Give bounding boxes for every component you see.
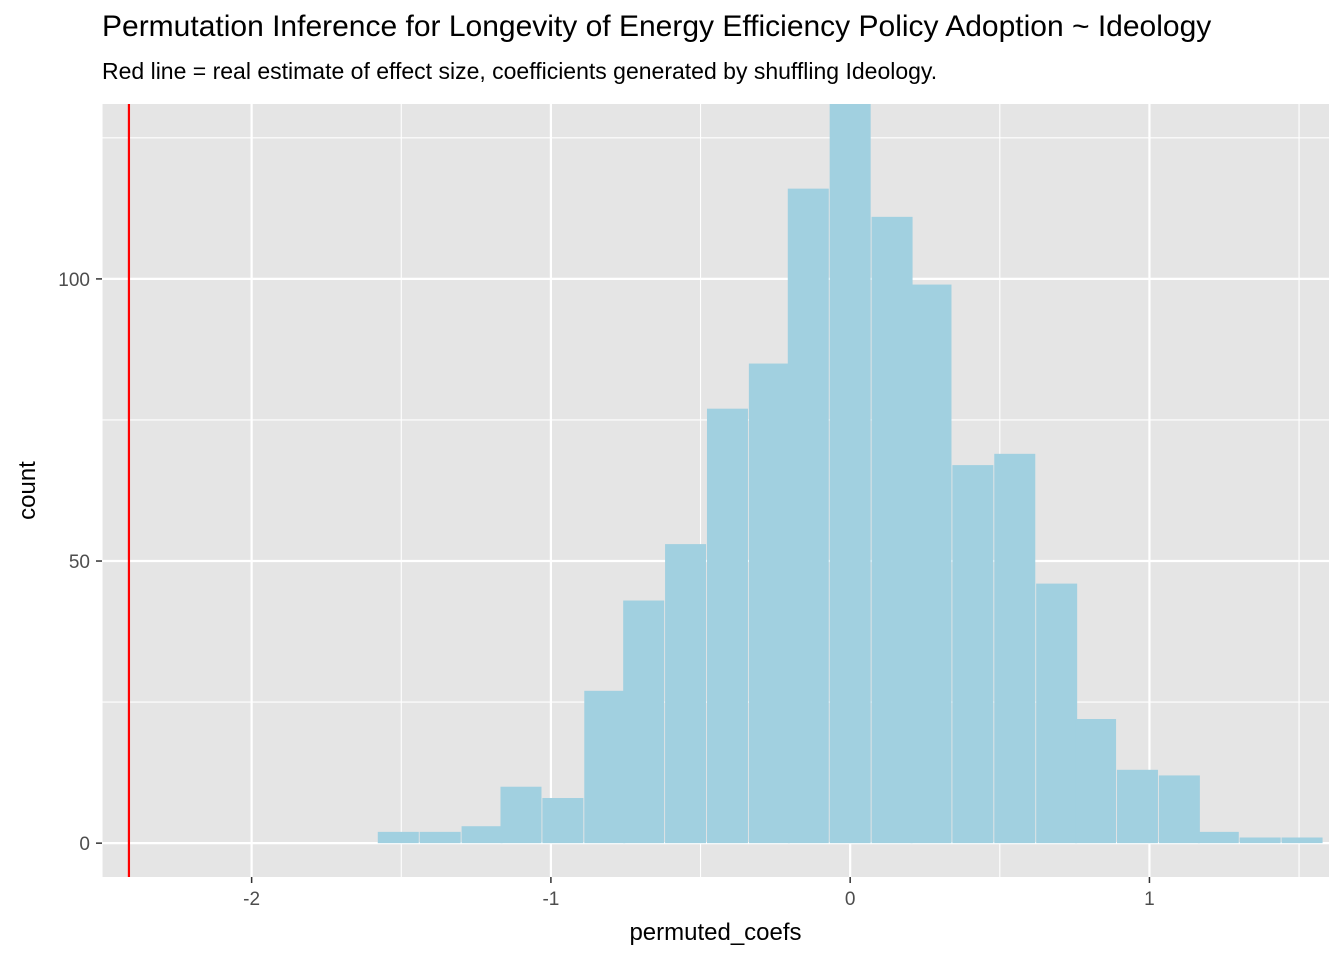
y-tick-label: 50 [69, 552, 90, 573]
chart-title: Permutation Inference for Longevity of E… [102, 10, 1212, 43]
x-tick-label: -1 [542, 889, 559, 910]
y-axis: 0 50 100 [58, 270, 102, 855]
histogram-bar [1036, 583, 1078, 844]
histogram-bar [461, 826, 503, 844]
histogram-bar [706, 408, 748, 844]
histogram-bar [910, 284, 952, 844]
histogram-bar [1075, 719, 1117, 844]
histogram-bar [1158, 775, 1200, 844]
histogram-bar [542, 798, 584, 844]
y-tick-label: 0 [79, 834, 90, 855]
x-axis: -2 -1 0 1 [243, 877, 1155, 910]
chart-subtitle: Red line = real estimate of effect size,… [102, 58, 938, 84]
histogram-bar [665, 544, 707, 844]
histogram-bar [419, 831, 461, 844]
histogram-bar [871, 216, 913, 844]
histogram-bar [1281, 837, 1323, 844]
histogram-bar [829, 104, 871, 844]
y-axis-title: count [14, 461, 41, 520]
histogram-bar [500, 786, 542, 844]
histogram-bar [748, 363, 790, 844]
x-axis-title: permuted_coefs [629, 919, 801, 946]
histogram-bar [994, 453, 1036, 844]
histogram-bar [787, 188, 829, 844]
histogram-bar [1116, 769, 1158, 844]
histogram-bars [377, 104, 1323, 844]
histogram-bar [1197, 831, 1239, 844]
x-tick-label: 0 [845, 889, 856, 910]
x-tick-label: 1 [1144, 889, 1155, 910]
histogram-bar [584, 690, 626, 844]
histogram-bar [1239, 837, 1281, 844]
histogram-bar [952, 465, 994, 844]
histogram-bar [377, 831, 419, 844]
x-tick-label: -2 [243, 889, 260, 910]
histogram-bar [623, 600, 665, 844]
y-tick-label: 100 [58, 270, 90, 291]
